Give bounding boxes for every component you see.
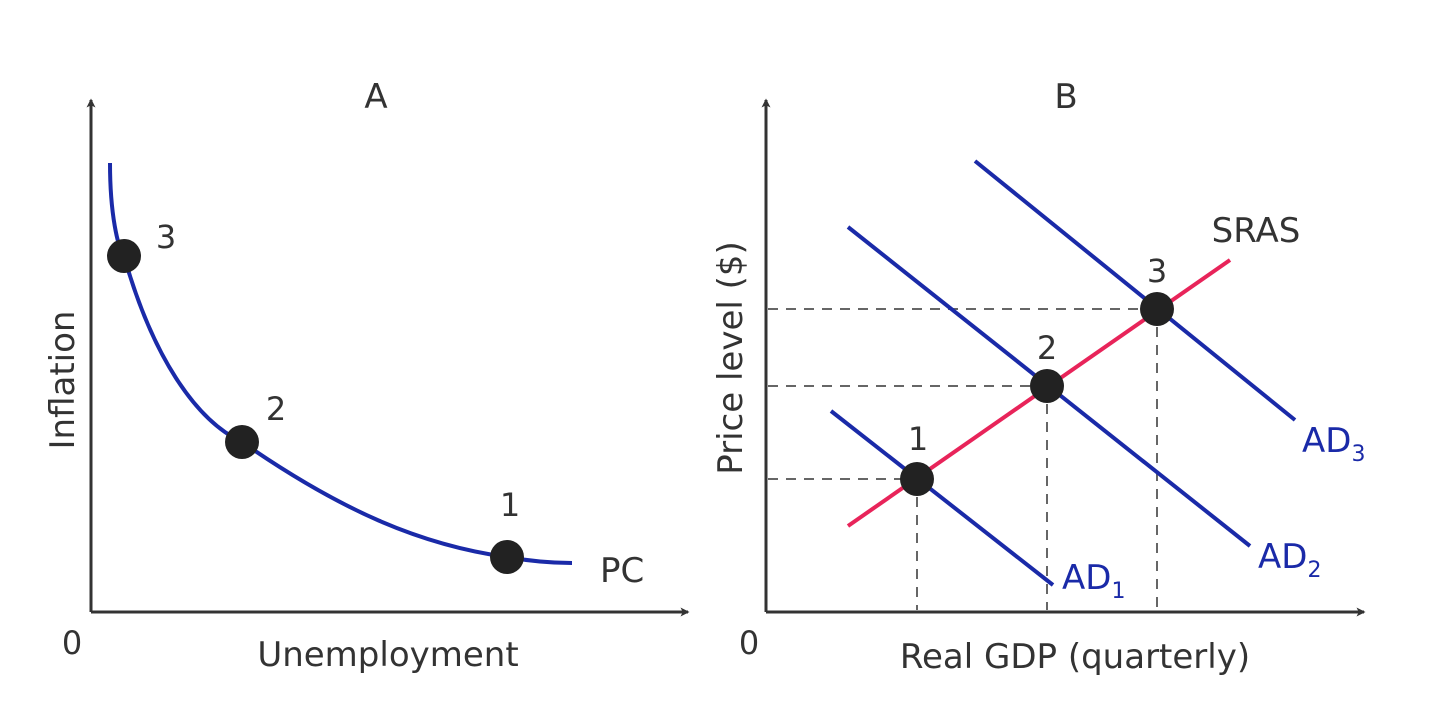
ad1-curve [829, 409, 1055, 587]
panel-a-point-1-label: 1 [500, 486, 520, 524]
ad2-label-main: AD [1258, 537, 1307, 577]
panel-a-point-1 [490, 540, 524, 574]
panel-b-point-1-label: 1 [908, 420, 928, 458]
panel-a-point-3 [107, 239, 141, 273]
panel-b-origin-label: 0 [739, 624, 759, 662]
panel-a-title: A [364, 77, 387, 117]
panel-b-point-3-label: 3 [1147, 252, 1167, 290]
ad3-label-main: AD [1302, 421, 1351, 461]
panel-a: A 0 Unemployment Inflation PC 3 2 1 [43, 77, 690, 675]
panel-b-title: B [1054, 77, 1077, 117]
ad3-curve [973, 159, 1297, 422]
panel-b: B 0 Real GDP (quarterly) Price level ($)… [711, 77, 1366, 677]
panel-b-x-axis-label: Real GDP (quarterly) [900, 637, 1250, 677]
panel-b-point-1 [900, 462, 934, 496]
panel-a-y-axis-label: Inflation [43, 311, 83, 450]
panel-a-origin-label: 0 [62, 624, 82, 662]
ad2-label-subscript: 2 [1307, 558, 1321, 583]
ad3-label: AD3 [1302, 421, 1365, 467]
sras-label: SRAS [1212, 211, 1301, 251]
panel-b-point-2-label: 2 [1037, 329, 1057, 367]
ad3-label-subscript: 3 [1351, 442, 1365, 467]
phillips-curve-label: PC [600, 551, 644, 591]
equilibrium-guides [768, 308, 1158, 610]
panel-b-y-axis-label: Price level ($) [711, 241, 751, 475]
panel-b-point-3 [1140, 292, 1174, 326]
ad1-label: AD1 [1062, 558, 1125, 604]
panel-a-point-3-label: 3 [156, 218, 176, 256]
ad1-label-subscript: 1 [1111, 579, 1125, 604]
panel-a-point-2 [225, 425, 259, 459]
panel-a-point-2-label: 2 [266, 390, 286, 428]
ad1-label-main: AD [1062, 558, 1111, 598]
panel-a-x-axis-label: Unemployment [257, 635, 518, 675]
panel-b-point-2 [1030, 369, 1064, 403]
ad2-label: AD2 [1258, 537, 1321, 583]
